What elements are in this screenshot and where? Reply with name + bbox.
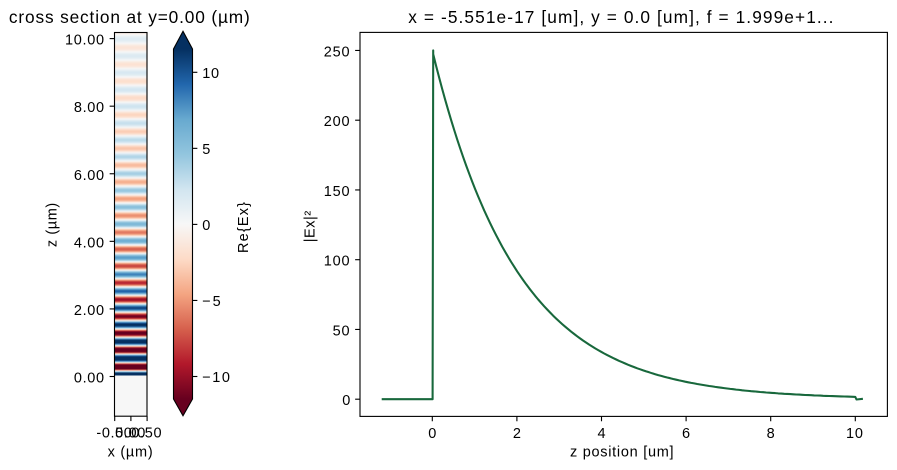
svg-text:z position [um]: z position [um] [570, 444, 674, 460]
svg-text:-0.50: -0.50 [96, 426, 132, 442]
svg-text:200: 200 [324, 114, 351, 130]
svg-text:100: 100 [324, 254, 351, 270]
svg-text:cross section at y=0.00 (µm): cross section at y=0.00 (µm) [9, 7, 251, 27]
svg-text:0.00: 0.00 [115, 426, 146, 442]
svg-text:8: 8 [767, 426, 775, 442]
svg-text:10: 10 [202, 66, 220, 82]
svg-text:0.50: 0.50 [131, 426, 162, 442]
svg-text:150: 150 [324, 184, 351, 200]
svg-text:0: 0 [342, 393, 350, 409]
svg-text:6.00: 6.00 [74, 168, 105, 184]
svg-text:z (µm): z (µm) [45, 202, 61, 247]
svg-text:−10: −10 [202, 370, 231, 386]
svg-text:4.00: 4.00 [74, 235, 105, 251]
svg-text:50: 50 [333, 323, 351, 339]
svg-text:6: 6 [682, 426, 690, 442]
svg-text:0: 0 [202, 218, 210, 234]
svg-text:−5: −5 [202, 294, 222, 310]
svg-text:Re{Ex}: Re{Ex} [236, 201, 252, 253]
svg-text:10.00: 10.00 [65, 33, 105, 49]
svg-text:5: 5 [202, 142, 210, 158]
svg-text:250: 250 [324, 44, 351, 60]
svg-text:2: 2 [513, 426, 521, 442]
svg-text:0: 0 [428, 426, 436, 442]
svg-text:10: 10 [846, 426, 864, 442]
svg-text:0.00: 0.00 [74, 371, 105, 387]
svg-text:|Ex|²: |Ex|² [303, 210, 319, 242]
svg-text:x (µm): x (µm) [108, 444, 154, 460]
svg-text:2.00: 2.00 [74, 303, 105, 319]
svg-text:8.00: 8.00 [74, 100, 105, 116]
svg-text:x = -5.551e-17 [um], y = 0.0 [: x = -5.551e-17 [um], y = 0.0 [um], f = 1… [408, 7, 834, 27]
svg-text:4: 4 [597, 426, 605, 442]
